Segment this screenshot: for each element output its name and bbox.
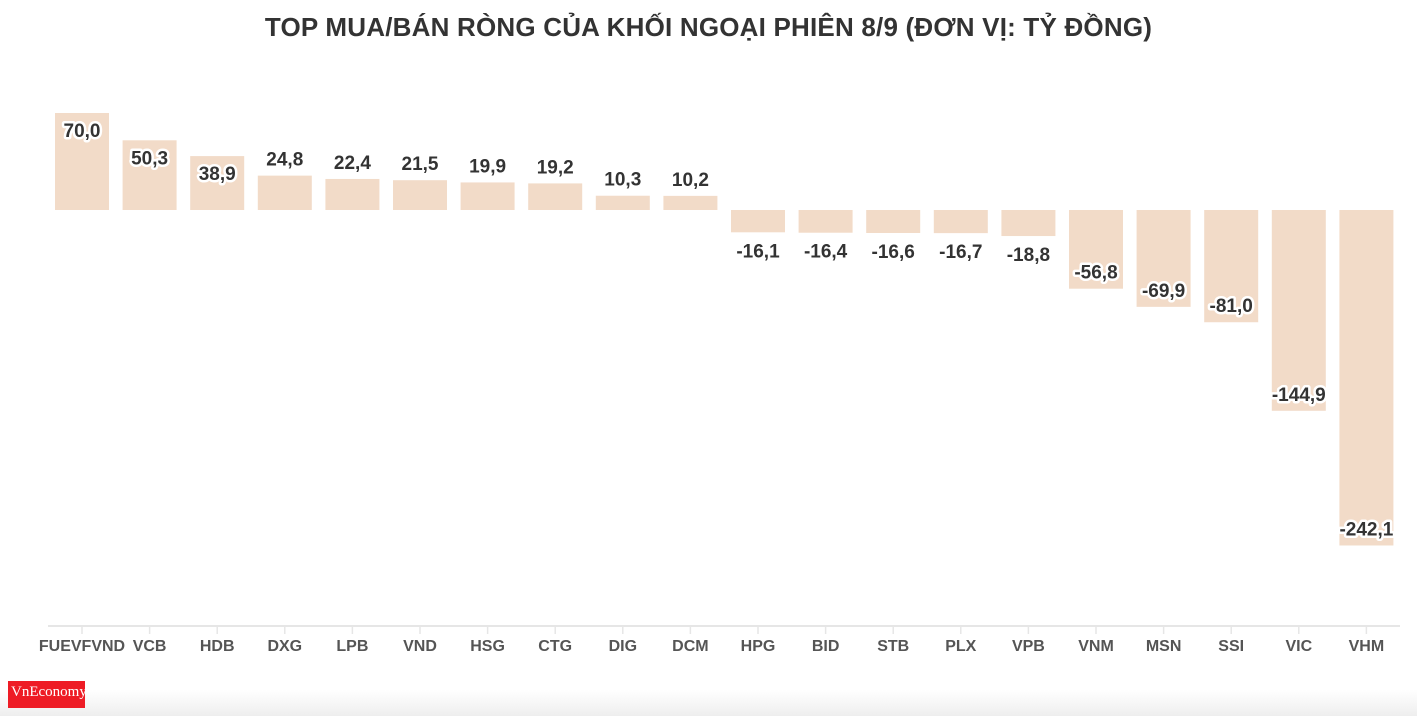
x-tick-label: DCM — [672, 638, 708, 655]
bar-fuevfvnd — [55, 113, 109, 210]
bar-vpb — [1001, 210, 1056, 237]
data-label: -16,6 — [872, 242, 915, 263]
bar-hdb — [190, 156, 245, 210]
bar-msn — [1136, 210, 1191, 307]
x-tick-label: DXG — [267, 638, 302, 655]
data-label: -18,8 — [1007, 245, 1050, 266]
data-label: 19,2 — [537, 157, 574, 178]
bar-vnm — [1069, 210, 1123, 289]
x-tick-label: FUEVFVND — [39, 638, 125, 655]
x-tick-label: PLX — [945, 638, 976, 655]
bar-dxg — [257, 175, 312, 210]
bar-lpb — [325, 178, 380, 210]
bar-dcm — [663, 195, 718, 210]
data-label: 10,2 — [672, 170, 709, 191]
x-tick-label: VHM — [1349, 638, 1385, 655]
vneconomy-logo: VnEconomy — [8, 681, 87, 708]
x-tick-label: VCB — [133, 638, 167, 655]
bar-ssi — [1204, 210, 1259, 323]
data-label: -56,8 — [1074, 263, 1117, 284]
bar-hsg — [460, 182, 515, 210]
data-label: 21,5 — [402, 154, 439, 175]
logo-text: VnEconomy — [11, 684, 87, 700]
bar-plx — [933, 210, 988, 234]
data-label: 70,0 — [64, 121, 101, 142]
bar-hpg — [731, 210, 785, 233]
data-label: 22,4 — [334, 153, 371, 174]
data-label: -242,1 — [1339, 519, 1393, 540]
data-label: 19,9 — [469, 156, 506, 177]
data-label: -69,9 — [1142, 281, 1185, 302]
data-label: 38,9 — [199, 164, 236, 185]
data-label: -16,7 — [939, 242, 982, 263]
x-tick-label: BID — [812, 638, 840, 655]
bar-stb — [866, 210, 921, 234]
x-tick-label: SSI — [1218, 638, 1244, 655]
footer-background — [0, 690, 1417, 716]
bar-ctg — [528, 183, 583, 210]
data-label: 50,3 — [131, 148, 168, 169]
bar-bid — [798, 210, 853, 233]
data-label: -81,0 — [1210, 296, 1253, 317]
bar-vcb — [122, 140, 177, 210]
bar-vhm — [1339, 210, 1394, 546]
x-tick-label: MSN — [1146, 638, 1182, 655]
x-tick-label: DIG — [609, 638, 637, 655]
x-tick-label: HPG — [741, 638, 776, 655]
data-label: -16,4 — [804, 242, 848, 263]
data-label: 10,3 — [604, 170, 641, 191]
x-tick-label: VIC — [1285, 638, 1312, 655]
x-tick-label: LPB — [336, 638, 368, 655]
x-tick-label: STB — [877, 638, 909, 655]
bar-vic — [1271, 210, 1326, 411]
x-tick-label: CTG — [538, 638, 572, 655]
data-label: -144,9 — [1272, 385, 1326, 406]
data-label: 24,8 — [266, 150, 303, 171]
data-label: -16,1 — [736, 241, 780, 262]
chart-title: TOP MUA/BÁN RÒNG CỦA KHỐI NGOẠI PHIÊN 8/… — [264, 12, 1153, 42]
x-tick-label: HSG — [470, 638, 505, 655]
x-tick-label: HDB — [200, 638, 235, 655]
x-tick-label: VNM — [1078, 638, 1114, 655]
x-tick-label: VPB — [1012, 638, 1045, 655]
x-tick-label: VND — [403, 638, 437, 655]
bar-dig — [595, 195, 650, 210]
bar-vnd — [393, 180, 447, 210]
